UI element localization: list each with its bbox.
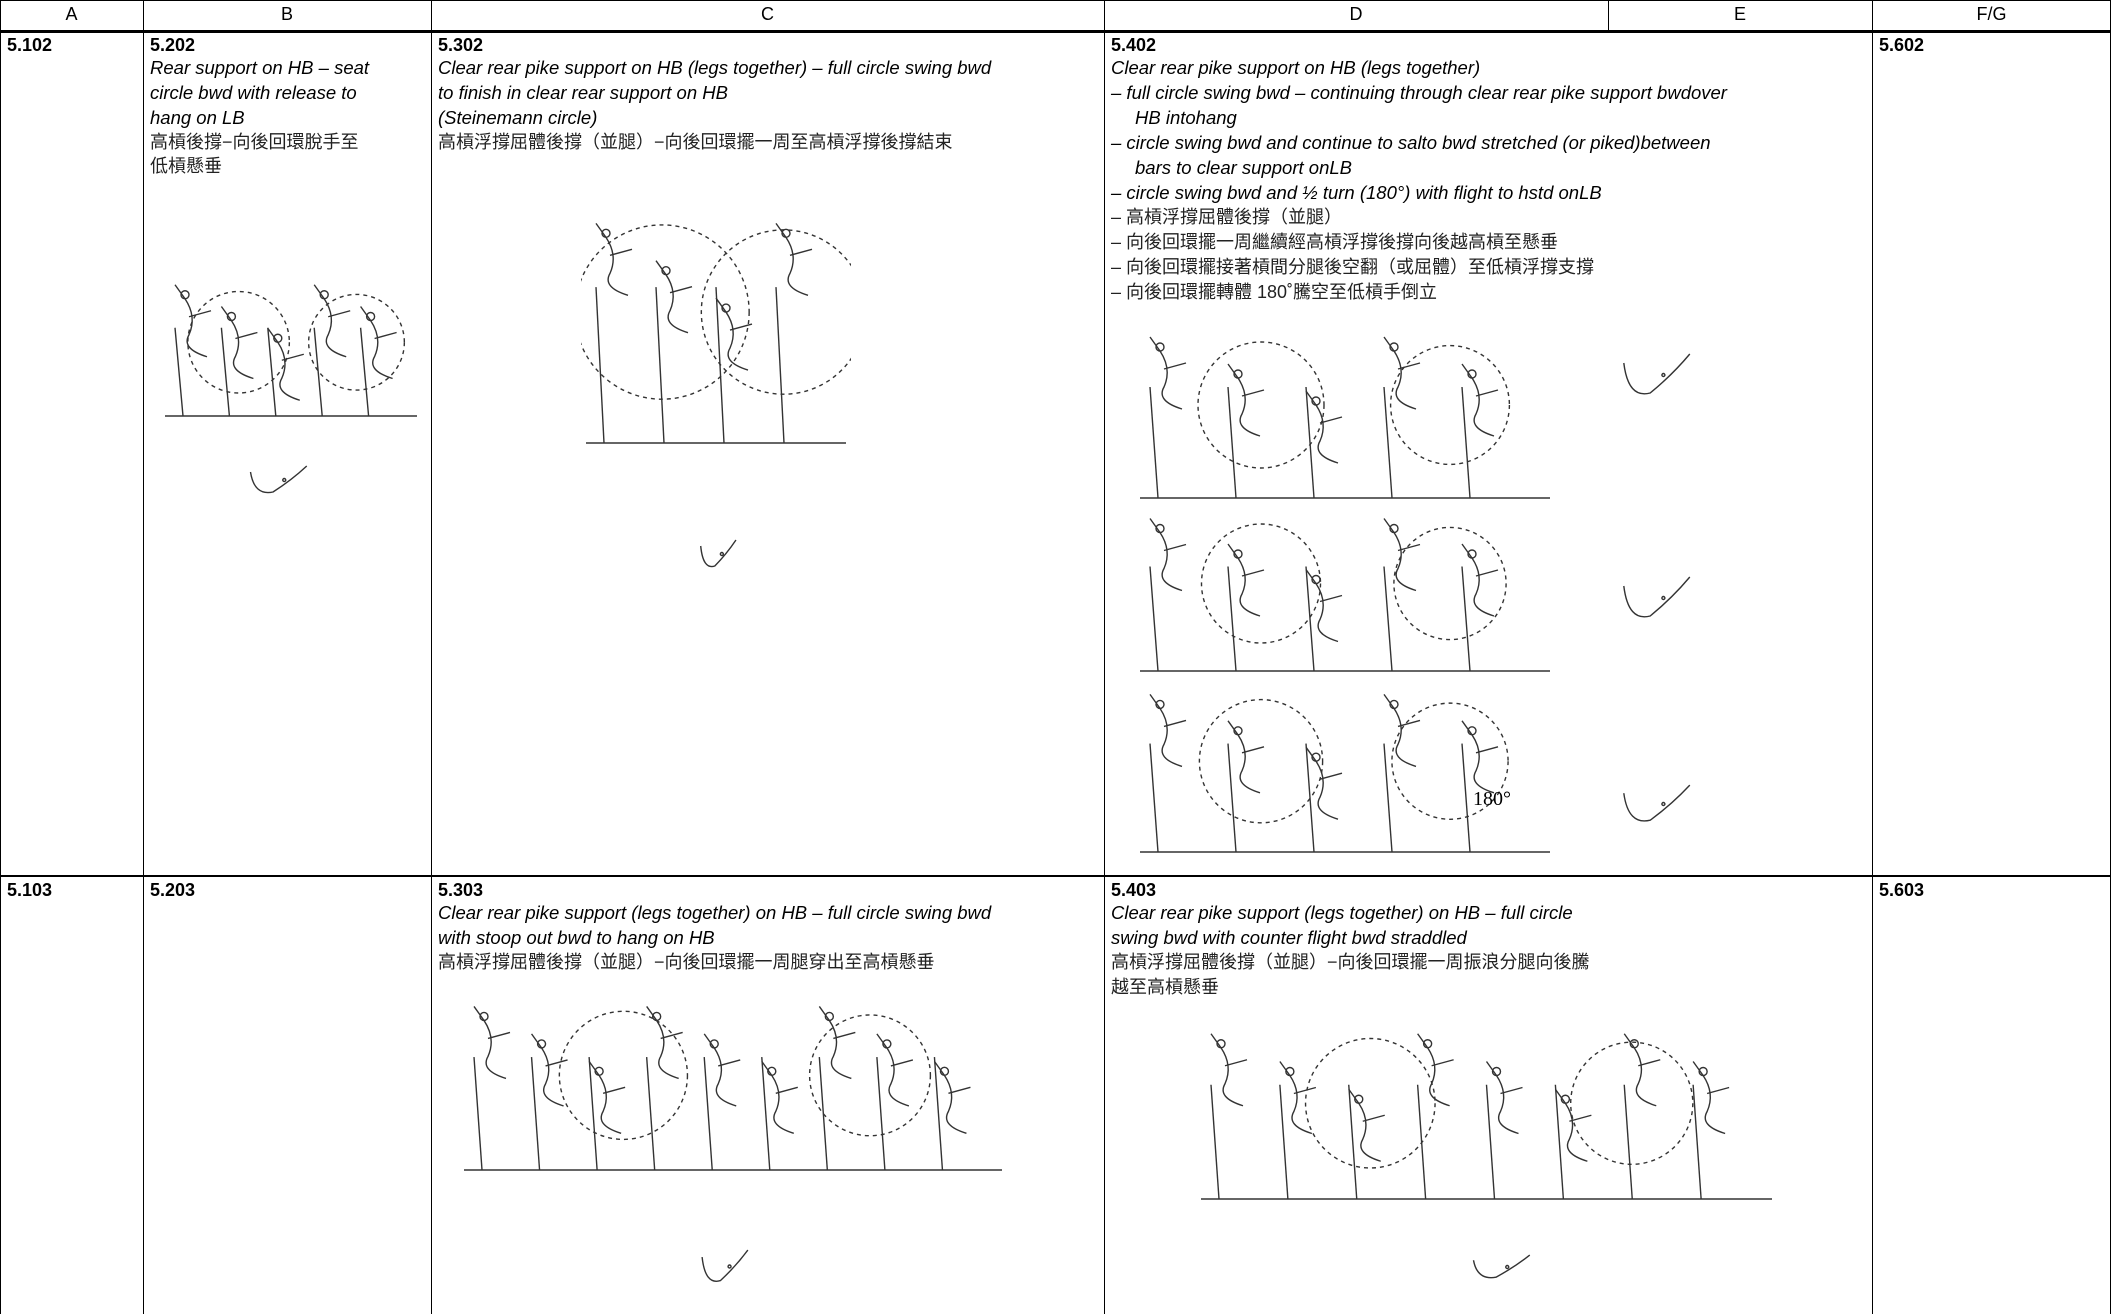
rule	[431, 0, 432, 1314]
item-code: 5.403	[1111, 880, 1157, 900]
item-code: 5.102	[7, 35, 53, 55]
english-text: HB intohang	[1135, 107, 1237, 128]
chinese-text: – 向後回環擺轉體 180˚騰空至低槓手倒立	[1111, 282, 1438, 302]
illustration	[581, 222, 851, 444]
english-text: Rear support on HB – seat	[150, 57, 370, 78]
english-text: circle bwd with release to	[150, 82, 357, 103]
item-code: 5.202	[150, 35, 196, 55]
symbol	[249, 465, 308, 494]
chinese-text: 低槓懸垂	[150, 156, 222, 176]
item-code: 5.303	[438, 880, 484, 900]
illustration	[464, 1006, 1002, 1171]
column-header: E	[1733, 4, 1746, 24]
illustration	[1140, 518, 1550, 672]
rule	[1872, 0, 1873, 1314]
column-header: D	[1349, 4, 1363, 24]
item-code: 5.602	[1879, 35, 1925, 55]
english-text: (Steinemann circle)	[438, 107, 598, 128]
chinese-text: – 向後回環擺接著槓間分腿後空翻（或屈體）至低槓浮撐支撐	[1111, 257, 1595, 277]
symbol	[1472, 1254, 1531, 1279]
column-header: B	[280, 4, 293, 24]
symbol	[1623, 576, 1691, 618]
item-code: 5.203	[150, 880, 196, 900]
column-header: F/G	[1976, 4, 2007, 24]
chinese-text: 高槓浮撐屈體後撐（並腿）−向後回環擺一周振浪分腿向後騰	[1111, 952, 1590, 972]
rule	[1104, 0, 1105, 1314]
english-text: – full circle swing bwd – continuing thr…	[1111, 82, 1727, 103]
english-text: Clear rear pike support on HB (legs toge…	[438, 57, 992, 78]
rule	[2110, 0, 2111, 1314]
english-text: swing bwd with counter flight bwd stradd…	[1111, 927, 1467, 948]
english-text: to finish in clear rear support on HB	[438, 82, 728, 103]
english-text: Clear rear pike support on HB (legs toge…	[1111, 57, 1481, 78]
symbol	[701, 1249, 749, 1282]
illustration	[1140, 336, 1550, 499]
chinese-text: – 高槓浮撐屈體後撐（並腿）	[1111, 207, 1343, 227]
illustration	[165, 284, 417, 417]
item-code: 5.302	[438, 35, 484, 55]
column-header: A	[65, 4, 78, 24]
rule	[0, 875, 2111, 877]
rule	[0, 0, 1, 1314]
chinese-text: – 向後回環擺一周繼續經高槓浮撐後撐向後越高槓至懸垂	[1111, 232, 1559, 252]
symbol	[700, 539, 737, 568]
symbol	[1623, 353, 1691, 395]
english-text: Clear rear pike support (legs together) …	[438, 902, 992, 923]
english-text: – circle swing bwd and continue to salto…	[1111, 132, 1711, 153]
chinese-text: 高槓浮撐屈體後撐（並腿）−向後回環擺一周至高槓浮撐後撐結束	[438, 132, 953, 152]
item-code: 5.402	[1111, 35, 1157, 55]
illustration	[1140, 693, 1550, 853]
item-code: 5.603	[1879, 880, 1925, 900]
english-text: Clear rear pike support (legs together) …	[1111, 902, 1573, 923]
rule	[0, 0, 2111, 1]
figure-label: 180°	[1473, 788, 1511, 810]
chinese-text: 高槓後撐−向後回環脫手至	[150, 132, 359, 152]
item-code: 5.103	[7, 880, 53, 900]
rule	[0, 30, 2111, 33]
symbol	[1623, 784, 1691, 822]
english-text: hang on LB	[150, 107, 245, 128]
english-text: with stoop out bwd to hang on HB	[438, 927, 715, 948]
chinese-text: 越至高槓懸垂	[1111, 977, 1219, 997]
illustration	[1201, 1033, 1772, 1200]
rule	[1608, 0, 1609, 31]
chinese-text: 高槓浮撐屈體後撐（並腿）−向後回環擺一周腿穿出至高槓懸垂	[438, 952, 935, 972]
column-header: C	[761, 4, 774, 24]
english-text: bars to clear support onLB	[1135, 157, 1352, 178]
english-text: – circle swing bwd and ½ turn (180°) wit…	[1111, 182, 1602, 203]
rule	[143, 0, 144, 1314]
